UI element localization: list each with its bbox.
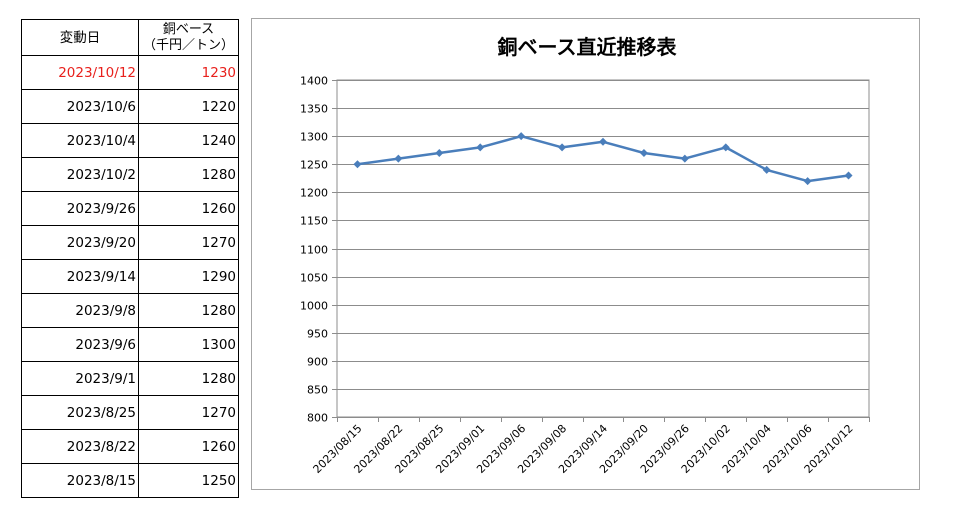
y-tick-label: 900 <box>307 356 328 369</box>
header-price: 銅ベース （千円／トン） <box>138 19 239 56</box>
row-price: 1280 <box>138 361 239 396</box>
row-date: 2023/9/26 <box>21 191 139 226</box>
data-point <box>721 143 730 152</box>
y-tick-label: 1000 <box>300 300 328 313</box>
row-price: 1270 <box>138 395 239 430</box>
y-tick-label: 1350 <box>300 103 328 116</box>
table-row: 2023/10/2 1280 <box>21 157 239 192</box>
row-date: 2023/8/22 <box>21 429 139 464</box>
row-price: 1250 <box>138 463 239 498</box>
row-price: 1300 <box>138 327 239 362</box>
y-tick-label: 1050 <box>300 272 328 285</box>
row-price: 1220 <box>138 89 239 124</box>
table-row: 2023/10/12 1230 <box>21 55 239 90</box>
line-chart: 銅ベース直近推移表 800 850 900 950 1000 1050 1100 1150 12… <box>300 35 870 476</box>
table-row: 2023/10/6 1220 <box>21 89 239 124</box>
header-date: 変動日 <box>21 19 139 56</box>
table-row: 2023/10/4 1240 <box>21 123 239 158</box>
row-date: 2023/8/15 <box>21 463 139 498</box>
data-point <box>435 149 444 158</box>
table-row: 2023/8/22 1260 <box>21 429 239 464</box>
table-header-row: 変動日 銅ベース （千円／トン） <box>21 19 239 56</box>
row-price: 1230 <box>138 55 239 90</box>
data-point <box>517 132 526 141</box>
y-tick-label: 950 <box>307 328 328 341</box>
chart-title: 銅ベース直近推移表 <box>498 35 678 59</box>
y-tick-label: 1150 <box>300 215 328 228</box>
data-point <box>762 165 771 174</box>
y-tick-label: 850 <box>307 384 328 397</box>
header-price-line1: 銅ベース <box>162 21 215 37</box>
y-tick-label: 1300 <box>300 131 328 144</box>
data-point <box>353 160 362 169</box>
data-point <box>639 149 648 158</box>
y-tick-label: 1100 <box>300 244 328 257</box>
data-point <box>476 143 485 152</box>
row-date: 2023/8/25 <box>21 395 139 430</box>
table-row: 2023/9/1 1280 <box>21 361 239 396</box>
row-date: 2023/9/6 <box>21 327 139 362</box>
row-date: 2023/9/8 <box>21 293 139 328</box>
table-row: 2023/9/26 1260 <box>21 191 239 226</box>
plot-area-border <box>336 79 870 418</box>
price-table: 変動日 銅ベース （千円／トン） 2023/10/12 1230 2023/10/6… <box>21 19 239 498</box>
table-row: 2023/9/6 1300 <box>21 327 239 362</box>
y-tick-label: 800 <box>307 412 328 425</box>
chart-area: 銅ベース直近推移表 800 850 900 950 1000 1050 1100 1150 12… <box>251 18 920 490</box>
row-date: 2023/9/14 <box>21 259 139 294</box>
table-row: 2023/9/14 1290 <box>21 259 239 294</box>
row-price: 1270 <box>138 225 239 260</box>
data-point <box>680 154 689 163</box>
data-point <box>803 177 812 186</box>
y-tick-label: 1200 <box>300 187 328 200</box>
header-price-line2: （千円／トン） <box>142 37 234 53</box>
row-price: 1240 <box>138 123 239 158</box>
row-date: 2023/10/4 <box>21 123 139 158</box>
row-date: 2023/9/1 <box>21 361 139 396</box>
row-date: 2023/10/12 <box>21 55 139 90</box>
y-tick-label: 1250 <box>300 159 328 172</box>
data-point <box>844 171 853 180</box>
y-tick-label: 1400 <box>300 75 328 88</box>
row-price: 1280 <box>138 293 239 328</box>
row-date: 2023/10/6 <box>21 89 139 124</box>
table-row: 2023/9/20 1270 <box>21 225 239 260</box>
table-row: 2023/8/15 1250 <box>21 463 239 498</box>
data-point <box>394 154 403 163</box>
row-price: 1280 <box>138 157 239 192</box>
row-date: 2023/10/2 <box>21 157 139 192</box>
row-price: 1290 <box>138 259 239 294</box>
data-point <box>558 143 567 152</box>
table-row: 2023/9/8 1280 <box>21 293 239 328</box>
table-row: 2023/8/25 1270 <box>21 395 239 430</box>
data-point <box>599 137 607 146</box>
row-date: 2023/9/20 <box>21 225 139 260</box>
row-price: 1260 <box>138 429 239 464</box>
row-price: 1260 <box>138 191 239 226</box>
